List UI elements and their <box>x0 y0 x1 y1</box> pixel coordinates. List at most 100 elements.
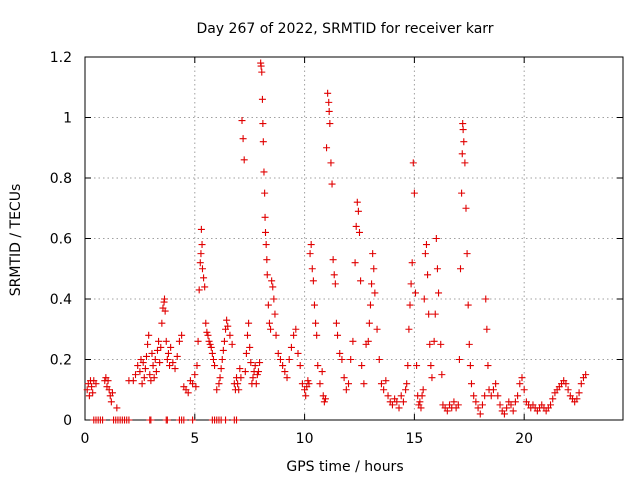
data-point <box>197 225 205 233</box>
data-point <box>564 386 572 394</box>
data-point <box>268 277 276 285</box>
data-point <box>213 386 221 394</box>
data-point <box>263 256 271 264</box>
data-point <box>193 362 201 370</box>
data-point <box>198 241 206 249</box>
data-point <box>312 319 320 327</box>
data-point <box>270 295 278 303</box>
data-point <box>89 389 97 397</box>
data-point <box>575 389 583 397</box>
data-point <box>160 295 168 303</box>
x-tick-label: 10 <box>296 431 314 447</box>
data-point <box>152 368 160 376</box>
data-point <box>388 401 396 409</box>
data-point <box>353 198 361 206</box>
data-point <box>147 377 155 385</box>
data-point <box>261 213 269 221</box>
data-point <box>366 301 374 309</box>
data-point <box>238 117 246 125</box>
data-point <box>354 207 362 215</box>
data-point <box>463 250 471 258</box>
data-point <box>323 144 331 152</box>
data-point <box>144 340 152 348</box>
data-point <box>426 340 434 348</box>
data-point <box>158 319 166 327</box>
data-point <box>511 398 519 406</box>
y-tick-label: 1.2 <box>50 50 72 66</box>
data-point <box>347 356 355 363</box>
data-point <box>424 271 432 279</box>
data-point <box>99 416 107 424</box>
data-point <box>310 301 318 309</box>
y-tick-label: 0.6 <box>50 232 72 248</box>
data-point <box>180 416 188 424</box>
data-point <box>332 319 340 327</box>
data-point <box>421 250 429 258</box>
data-point <box>410 189 418 197</box>
data-point <box>375 356 383 363</box>
data-point <box>462 204 470 212</box>
data-point <box>85 392 93 400</box>
data-point <box>205 337 213 345</box>
data-point <box>256 359 264 367</box>
data-point <box>216 374 224 382</box>
data-point <box>139 359 147 367</box>
data-point <box>274 349 282 357</box>
data-point <box>467 380 475 388</box>
data-point <box>276 356 284 363</box>
data-point <box>507 401 515 409</box>
data-point <box>422 241 430 249</box>
data-point <box>245 319 253 327</box>
data-point <box>461 159 469 167</box>
data-point <box>413 362 421 370</box>
data-point <box>520 386 528 394</box>
data-point <box>474 404 482 412</box>
data-point <box>481 392 489 400</box>
data-point <box>516 380 524 388</box>
data-point <box>411 289 419 297</box>
data-point <box>204 331 212 339</box>
data-point <box>242 349 250 357</box>
data-point <box>466 362 474 370</box>
data-point <box>92 380 100 388</box>
x-tick-labels: 0 5 10 15 20 <box>81 431 534 447</box>
data-point <box>129 377 137 385</box>
data-point <box>258 95 266 103</box>
data-point <box>132 371 140 379</box>
data-point <box>241 368 249 376</box>
data-point <box>395 404 403 412</box>
data-point <box>142 352 150 360</box>
data-point <box>509 407 517 415</box>
data-point <box>150 374 158 382</box>
data-point <box>235 386 243 394</box>
data-point <box>460 138 468 146</box>
data-point <box>549 395 557 403</box>
data-point <box>355 228 363 236</box>
data-point <box>167 343 175 351</box>
data-point <box>257 62 265 70</box>
data-point <box>459 120 467 128</box>
data-point <box>371 289 379 297</box>
data-point <box>258 68 266 76</box>
data-point <box>148 349 156 357</box>
data-point <box>329 256 337 264</box>
data-point <box>338 356 346 363</box>
data-point <box>107 398 115 406</box>
data-point <box>437 340 445 348</box>
data-point <box>454 401 462 409</box>
data-point <box>340 374 348 382</box>
y-tick-label: 0.4 <box>50 292 72 308</box>
data-point <box>357 277 365 285</box>
data-point <box>259 120 267 128</box>
data-point <box>377 380 385 388</box>
data-point <box>342 386 350 394</box>
data-point <box>195 286 203 294</box>
data-point <box>171 365 179 373</box>
data-point <box>178 331 186 339</box>
data-point <box>518 374 526 382</box>
data-point <box>175 337 183 345</box>
data-point <box>239 135 247 143</box>
data-point <box>104 377 112 385</box>
data-point <box>251 362 259 370</box>
